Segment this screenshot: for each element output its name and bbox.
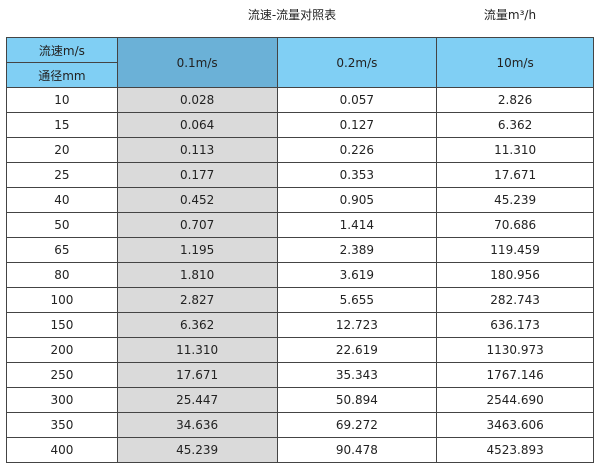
table-row: 20 0.113 0.226 11.310 xyxy=(6,137,594,163)
flow-cell: 35.343 xyxy=(276,362,438,388)
flow-cell: 0.707 xyxy=(116,212,278,238)
flow-cell: 50.894 xyxy=(276,387,438,413)
table-row: 80 1.810 3.619 180.956 xyxy=(6,262,594,288)
table-row: 40 0.452 0.905 45.239 xyxy=(6,187,594,213)
table-row: 350 34.636 69.272 3463.606 xyxy=(6,412,594,438)
diameter-cell: 15 xyxy=(6,112,118,138)
flow-cell: 22.619 xyxy=(276,337,438,363)
flow-cell: 90.478 xyxy=(276,437,438,463)
flow-cell: 11.310 xyxy=(116,337,278,363)
diameter-cell: 10 xyxy=(6,87,118,113)
diameter-cell: 25 xyxy=(6,162,118,188)
table-title: 流速-流量对照表 xyxy=(247,8,337,22)
flow-cell: 6.362 xyxy=(116,312,278,338)
flow-cell: 0.353 xyxy=(276,162,438,188)
flow-cell: 45.239 xyxy=(116,437,278,463)
flow-cell: 0.064 xyxy=(116,112,278,138)
velocity-header: 流速m/s xyxy=(6,37,118,63)
flow-cell: 69.272 xyxy=(276,412,438,438)
column-header: 0.2m/s xyxy=(276,37,438,88)
flow-cell: 119.459 xyxy=(436,237,594,263)
diameter-cell: 350 xyxy=(6,412,118,438)
diameter-cell: 200 xyxy=(6,337,118,363)
flow-cell: 0.177 xyxy=(116,162,278,188)
flow-cell: 0.028 xyxy=(116,87,278,113)
flow-cell: 1.414 xyxy=(276,212,438,238)
flow-cell: 6.362 xyxy=(436,112,594,138)
flow-cell: 34.636 xyxy=(116,412,278,438)
flow-velocity-table: 流速m/s 0.1m/s 0.2m/s 10m/s 通径mm 10 0.028 0.… xyxy=(6,37,594,463)
unit-label: 流量m³/h xyxy=(483,8,537,22)
table-row: 300 25.447 50.894 2544.690 xyxy=(6,387,594,413)
flow-cell: 282.743 xyxy=(436,287,594,313)
diameter-cell: 250 xyxy=(6,362,118,388)
flow-cell: 0.057 xyxy=(276,87,438,113)
flow-cell: 0.127 xyxy=(276,112,438,138)
flow-cell: 1130.973 xyxy=(436,337,594,363)
flow-cell: 2.389 xyxy=(276,237,438,263)
flow-cell: 2544.690 xyxy=(436,387,594,413)
flow-cell: 45.239 xyxy=(436,187,594,213)
table-row: 200 11.310 22.619 1130.973 xyxy=(6,337,594,363)
column-header: 0.1m/s xyxy=(116,37,278,88)
diameter-cell: 400 xyxy=(6,437,118,463)
flow-cell: 3.619 xyxy=(276,262,438,288)
flow-cell: 2.826 xyxy=(436,87,594,113)
diameter-cell: 100 xyxy=(6,287,118,313)
diameter-cell: 80 xyxy=(6,262,118,288)
diameter-header: 通径mm xyxy=(6,62,118,88)
diameter-cell: 65 xyxy=(6,237,118,263)
flow-cell: 11.310 xyxy=(436,137,594,163)
flow-cell: 17.671 xyxy=(436,162,594,188)
table-row: 25 0.177 0.353 17.671 xyxy=(6,162,594,188)
diameter-cell: 150 xyxy=(6,312,118,338)
flow-cell: 1.810 xyxy=(116,262,278,288)
diameter-cell: 20 xyxy=(6,137,118,163)
flow-cell: 17.671 xyxy=(116,362,278,388)
diameter-cell: 300 xyxy=(6,387,118,413)
flow-cell: 0.452 xyxy=(116,187,278,213)
flow-cell: 70.686 xyxy=(436,212,594,238)
table-row: 50 0.707 1.414 70.686 xyxy=(6,212,594,238)
flow-cell: 4523.893 xyxy=(436,437,594,463)
table-row: 250 17.671 35.343 1767.146 xyxy=(6,362,594,388)
flow-cell: 636.173 xyxy=(436,312,594,338)
flow-cell: 3463.606 xyxy=(436,412,594,438)
flow-cell: 0.905 xyxy=(276,187,438,213)
flow-cell: 0.226 xyxy=(276,137,438,163)
flow-cell: 1.195 xyxy=(116,237,278,263)
flow-cell: 0.113 xyxy=(116,137,278,163)
table-row: 65 1.195 2.389 119.459 xyxy=(6,237,594,263)
flow-cell: 12.723 xyxy=(276,312,438,338)
table-row: 10 0.028 0.057 2.826 xyxy=(6,87,594,113)
flow-cell: 25.447 xyxy=(116,387,278,413)
diameter-cell: 40 xyxy=(6,187,118,213)
flow-cell: 5.655 xyxy=(276,287,438,313)
flow-cell: 2.827 xyxy=(116,287,278,313)
table-row: 15 0.064 0.127 6.362 xyxy=(6,112,594,138)
flow-cell: 180.956 xyxy=(436,262,594,288)
table-row: 100 2.827 5.655 282.743 xyxy=(6,287,594,313)
diameter-cell: 50 xyxy=(6,212,118,238)
column-header: 10m/s xyxy=(436,37,594,88)
table-row: 400 45.239 90.478 4523.893 xyxy=(6,437,594,463)
table-row: 150 6.362 12.723 636.173 xyxy=(6,312,594,338)
flow-cell: 1767.146 xyxy=(436,362,594,388)
